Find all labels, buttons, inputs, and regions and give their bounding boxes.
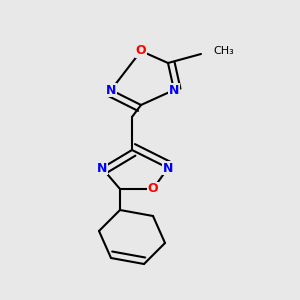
Text: N: N [163, 161, 173, 175]
Text: O: O [148, 182, 158, 196]
Text: N: N [106, 83, 116, 97]
Text: O: O [136, 44, 146, 58]
Text: CH₃: CH₃ [213, 46, 234, 56]
Text: N: N [97, 161, 107, 175]
Text: N: N [169, 83, 179, 97]
